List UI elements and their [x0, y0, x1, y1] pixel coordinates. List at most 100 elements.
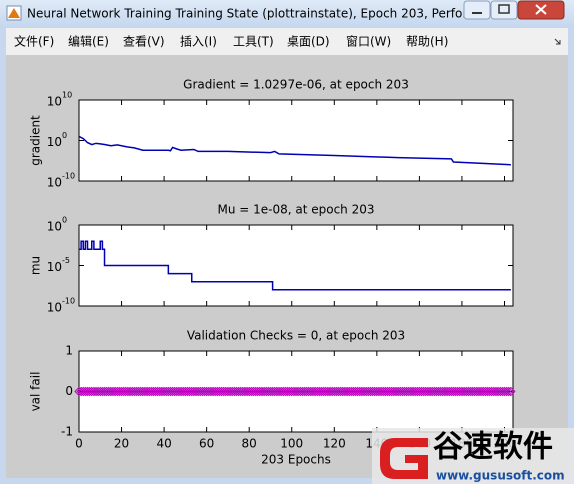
menu-item[interactable]: 插入(I): [180, 35, 217, 49]
data-marker: [370, 386, 380, 397]
menu-item[interactable]: 帮助(H): [406, 35, 448, 49]
data-marker: [101, 386, 112, 397]
data-marker: [110, 386, 120, 397]
data-marker: [223, 386, 233, 397]
data-marker: [118, 386, 129, 397]
y-tick-exponent: 0: [62, 216, 67, 225]
data-marker: [121, 386, 131, 397]
data-marker: [231, 386, 242, 397]
data-marker: [404, 386, 414, 397]
menu-item[interactable]: 文件(F): [14, 34, 54, 49]
data-marker: [129, 386, 140, 397]
data-marker: [148, 386, 159, 397]
data-marker: [335, 386, 346, 397]
data-marker: [138, 386, 148, 397]
data-marker: [465, 386, 476, 397]
y-tick-exponent: -10: [62, 297, 75, 306]
data-marker: [93, 386, 103, 397]
watermark: 谷速软件 www.gususoft.com: [372, 428, 574, 484]
data-marker: [116, 386, 127, 397]
data-marker: [206, 386, 216, 397]
data-marker: [352, 386, 363, 397]
data-marker: [131, 386, 142, 397]
dock-arrow[interactable]: [554, 38, 561, 45]
y-tick-label: 10: [47, 220, 62, 234]
data-marker: [150, 386, 161, 397]
data-marker: [431, 386, 442, 397]
data-marker: [157, 386, 167, 397]
data-marker: [327, 386, 337, 397]
data-marker: [180, 386, 191, 397]
app-icon: [6, 5, 22, 21]
data-marker: [329, 386, 340, 397]
menu-item[interactable]: 编辑(E): [68, 34, 109, 49]
data-marker: [240, 386, 250, 397]
data-marker: [361, 386, 371, 397]
menu-item[interactable]: 查看(V): [123, 35, 165, 49]
x-tick-label: 40: [156, 437, 171, 451]
close-icon: [535, 4, 547, 15]
data-marker: [363, 386, 374, 397]
data-marker: [284, 386, 295, 397]
data-marker: [333, 386, 344, 397]
data-marker: [155, 386, 165, 397]
y-tick-label: 10: [47, 260, 62, 274]
data-marker: [197, 386, 208, 397]
data-marker: [401, 386, 412, 397]
data-marker: [478, 386, 488, 397]
data-marker: [452, 386, 463, 397]
menu-item[interactable]: 窗口(W): [346, 35, 391, 49]
data-marker: [408, 386, 418, 397]
data-marker: [501, 386, 512, 397]
data-marker: [469, 386, 480, 397]
data-marker: [99, 386, 110, 397]
data-marker: [472, 386, 482, 397]
data-marker: [210, 386, 220, 397]
x-tick-label: 20: [114, 437, 129, 451]
data-marker: [425, 386, 435, 397]
data-marker: [89, 386, 99, 397]
x-axis-label: 203 Epochs: [261, 453, 331, 467]
data-marker: [372, 386, 382, 397]
data-marker: [359, 386, 369, 397]
data-line: [78, 135, 511, 166]
data-marker: [497, 386, 508, 397]
data-marker: [506, 386, 516, 397]
data-marker: [221, 386, 231, 397]
y-tick-label: 10: [47, 176, 62, 190]
data-marker: [82, 386, 93, 397]
data-marker: [108, 386, 118, 397]
data-marker: [280, 386, 291, 397]
data-marker: [78, 386, 88, 397]
data-marker: [208, 386, 218, 397]
maximize-button[interactable]: [490, 0, 518, 20]
data-marker: [504, 386, 514, 397]
data-marker: [265, 386, 276, 397]
menu-item[interactable]: 工具(T): [233, 35, 274, 49]
watermark-brand: 谷速软件: [433, 430, 553, 465]
window-buttons: [463, 0, 565, 20]
data-marker: [455, 386, 465, 397]
window-title: Neural Network Training Training State (…: [27, 7, 478, 21]
data-marker: [191, 386, 201, 397]
data-marker: [446, 386, 457, 397]
data-marker: [250, 386, 261, 397]
data-marker: [135, 386, 146, 397]
data-marker: [84, 386, 95, 397]
minimize-button[interactable]: [463, 0, 491, 20]
data-marker: [487, 386, 497, 397]
y-axis-label: gradient: [29, 115, 43, 166]
data-marker: [225, 386, 235, 397]
data-marker: [342, 386, 352, 397]
data-marker: [440, 386, 450, 397]
x-tick-label: 100: [280, 437, 303, 451]
data-marker: [495, 386, 505, 397]
data-marker: [435, 386, 446, 397]
data-marker: [233, 386, 244, 397]
data-marker: [187, 386, 197, 397]
data-marker: [244, 386, 254, 397]
data-marker: [274, 386, 284, 397]
menu-item[interactable]: 桌面(D): [287, 35, 330, 49]
data-marker: [201, 386, 212, 397]
data-marker: [289, 386, 299, 397]
